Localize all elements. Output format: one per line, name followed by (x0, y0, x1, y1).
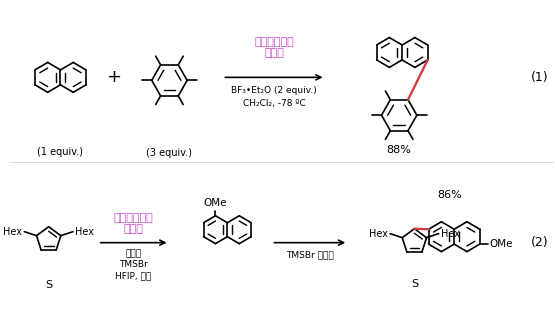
Text: TMSBr: TMSBr (119, 260, 148, 269)
Text: BF₃•Et₂O (2 equiv.): BF₃•Et₂O (2 equiv.) (231, 86, 317, 95)
Text: 88%: 88% (387, 145, 412, 155)
Text: アダマンタン: アダマンタン (254, 37, 294, 47)
Text: OMe: OMe (490, 239, 513, 249)
Text: 続いて: 続いて (125, 249, 142, 258)
Text: S: S (411, 279, 418, 289)
Text: Hex: Hex (3, 227, 22, 237)
Text: (2): (2) (531, 236, 548, 249)
Text: (1): (1) (531, 71, 548, 84)
Text: 86%: 86% (437, 190, 462, 200)
Text: (3 equiv.): (3 equiv.) (147, 148, 193, 158)
Text: Hex: Hex (441, 229, 460, 239)
Text: アダマンタン: アダマンタン (114, 213, 154, 223)
Text: Hex: Hex (75, 227, 94, 237)
Text: CH₂Cl₂, -78 ºC: CH₂Cl₂, -78 ºC (243, 99, 305, 108)
Text: OMe: OMe (204, 198, 227, 208)
Text: 反応剤: 反応剤 (124, 224, 144, 234)
Text: S: S (45, 280, 52, 290)
Text: HFIP, 室温: HFIP, 室温 (115, 271, 152, 280)
Text: TMSBr 存在下: TMSBr 存在下 (286, 250, 334, 259)
Text: (1 equiv.): (1 equiv.) (37, 147, 83, 157)
Text: +: + (106, 68, 121, 86)
Text: Hex: Hex (369, 229, 388, 239)
Text: 反応剤: 反応剤 (264, 48, 284, 58)
